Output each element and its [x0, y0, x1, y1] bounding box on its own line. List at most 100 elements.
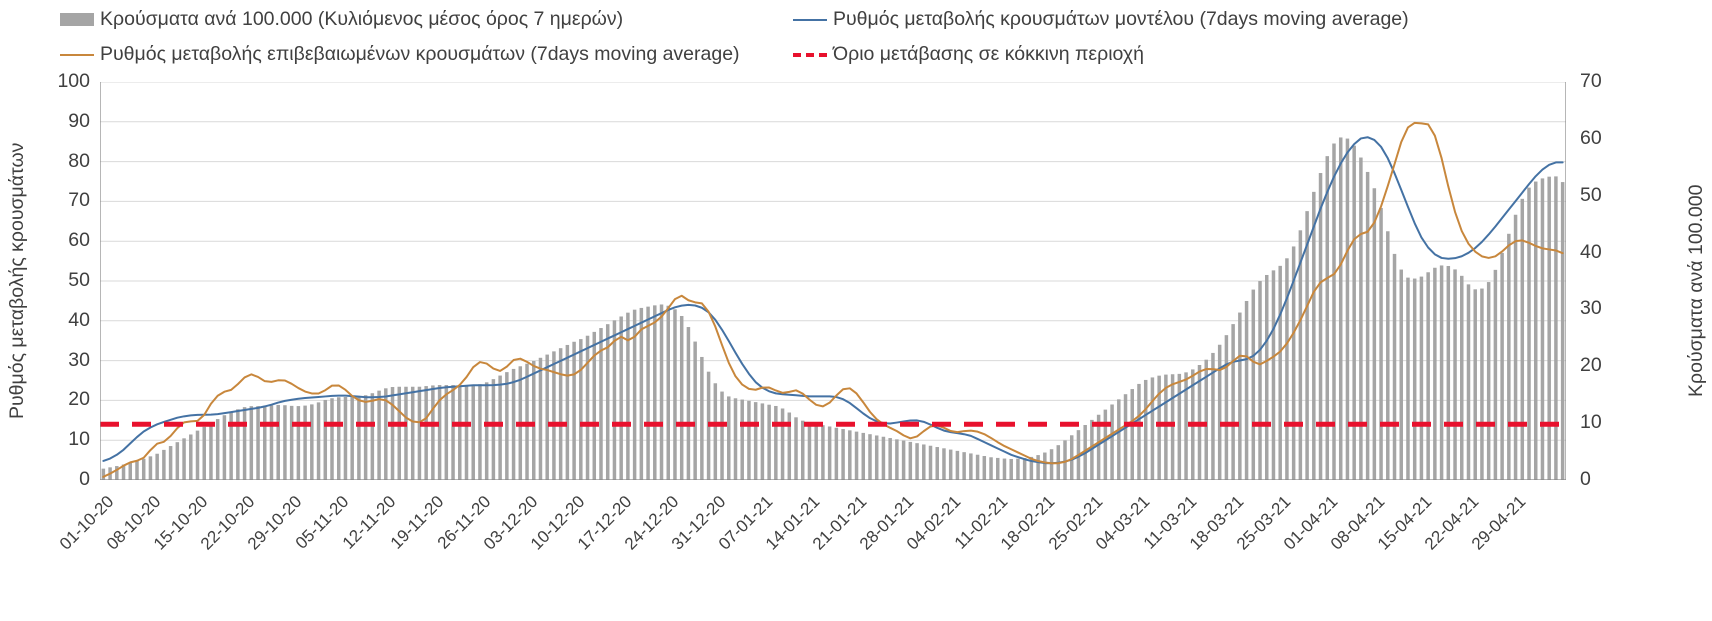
bar — [969, 453, 973, 480]
legend-label-model-line: Ρυθμός μεταβολής κρουσμάτων μοντέλου (7d… — [833, 8, 1409, 30]
bar — [888, 438, 892, 480]
bar — [1278, 265, 1282, 480]
bar — [283, 405, 287, 480]
bar-series — [101, 137, 1565, 480]
bar — [693, 341, 697, 480]
bar — [558, 348, 563, 480]
y-tick-right: 0 — [1580, 468, 1591, 490]
bar — [1123, 394, 1128, 480]
bar — [357, 396, 361, 480]
bar — [444, 385, 449, 480]
bar — [767, 404, 771, 480]
bar — [1204, 359, 1208, 480]
bar — [673, 309, 677, 480]
bar — [424, 386, 428, 480]
bar — [310, 404, 314, 480]
bar — [1298, 230, 1303, 480]
bar — [1143, 379, 1148, 480]
y-tick-left: 0 — [79, 468, 90, 490]
bar — [713, 383, 718, 480]
bar — [141, 458, 146, 480]
bar — [1419, 276, 1424, 480]
bar — [1446, 265, 1451, 480]
bar — [431, 385, 435, 480]
confirmed-line — [102, 121, 1564, 478]
bar — [1520, 198, 1525, 480]
bar — [350, 396, 354, 480]
bar — [1486, 282, 1491, 480]
bar — [565, 344, 570, 480]
bar — [747, 400, 751, 480]
bar — [384, 388, 388, 480]
bar — [1177, 373, 1182, 480]
bar — [370, 393, 375, 480]
bar — [733, 398, 738, 480]
bar — [827, 426, 832, 480]
legend-item-cases-bars[interactable]: Κρούσματα ανά 100.000 (Κυλιόμενος μέσος … — [60, 8, 623, 31]
bar — [323, 399, 328, 480]
bar — [686, 327, 691, 480]
bar — [814, 423, 818, 480]
bar — [1527, 187, 1531, 480]
bar — [1170, 374, 1175, 480]
bar — [296, 406, 301, 480]
bar — [1318, 173, 1323, 480]
bar — [1480, 288, 1484, 480]
bar — [1507, 233, 1511, 480]
bar — [1285, 258, 1289, 480]
bar — [1554, 176, 1558, 480]
legend-item-threshold[interactable]: Όριο μετάβασης σε κόκκινη περιοχή — [793, 43, 1144, 66]
bar — [942, 448, 946, 480]
y-tick-right: 60 — [1580, 126, 1602, 149]
bar — [975, 454, 980, 480]
bar — [1117, 399, 1121, 480]
bar — [417, 386, 422, 480]
bar — [1264, 274, 1269, 480]
bar — [1560, 182, 1565, 480]
bar — [249, 406, 254, 480]
bar — [1009, 458, 1013, 480]
bar — [1332, 143, 1336, 480]
bar — [1271, 270, 1276, 480]
y-tick-left: 60 — [68, 229, 90, 252]
bar — [1231, 324, 1235, 480]
y-tick-left: 50 — [68, 269, 90, 291]
bar — [740, 399, 744, 480]
bar — [605, 324, 610, 480]
bar — [498, 375, 502, 480]
bar — [653, 305, 657, 480]
bar — [1244, 300, 1249, 480]
legend-item-confirmed-line[interactable]: Ρυθμός μεταβολής επιβεβαιωμένων κρουσμάτ… — [60, 43, 740, 66]
bar — [1345, 138, 1350, 480]
bar — [478, 384, 482, 480]
y-tick-left: 100 — [57, 70, 90, 92]
bar — [491, 379, 496, 480]
bar — [841, 429, 845, 480]
bar — [404, 386, 408, 480]
bar — [1043, 452, 1047, 480]
bar — [1365, 171, 1370, 480]
legend-item-model-line[interactable]: Ρυθμός μεταβολής κρουσμάτων μοντέλου (7d… — [793, 8, 1409, 31]
bar — [1493, 269, 1498, 480]
bar — [962, 452, 966, 480]
bar — [774, 405, 778, 480]
bar — [599, 328, 603, 480]
bar — [915, 443, 919, 480]
bar — [861, 432, 866, 480]
bar — [343, 396, 348, 480]
bar — [821, 425, 825, 480]
bar — [646, 306, 650, 480]
bar — [121, 464, 126, 480]
bar — [1392, 253, 1397, 480]
bar — [874, 435, 879, 480]
bar — [1547, 176, 1551, 480]
bar — [1412, 278, 1417, 480]
bar — [1500, 252, 1504, 480]
bar — [128, 462, 133, 480]
bar — [162, 449, 166, 480]
bar — [511, 368, 516, 480]
bar — [727, 396, 731, 480]
y-axis-right-title: Κρούσματα ανά 100.000 — [1685, 184, 1707, 398]
bar — [1049, 449, 1054, 480]
